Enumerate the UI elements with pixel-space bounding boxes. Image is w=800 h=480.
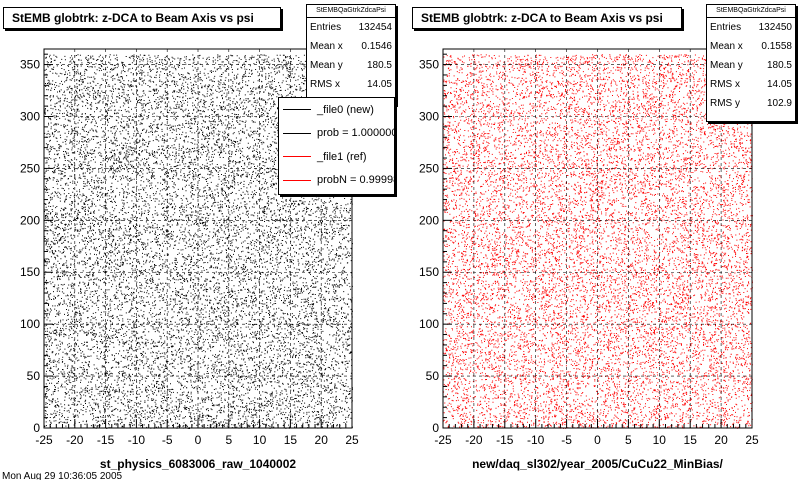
left-stats-row: Mean x 0.1546 <box>307 37 395 56</box>
stats-value: 14.05 <box>766 79 792 90</box>
right-y-tick-label: 150 <box>419 265 439 279</box>
right-x-axis-title: new/daq_sl302/year_2005/CuCu22_MinBias/ <box>472 457 723 471</box>
right-stats-row: RMS y 102.9 <box>707 94 795 113</box>
stats-label: RMS x <box>710 79 740 90</box>
right-x-tick-label: 15 <box>684 433 698 447</box>
right-plot: -25 -20 -15 -10 -5 0 5 10 15 20 250501001502002503… <box>419 48 759 471</box>
legend-entry: _file1 (ref) <box>279 145 394 169</box>
right-x-tick-label: -20 <box>465 433 483 447</box>
stats-label: RMS x <box>310 79 340 90</box>
footer-timestamp: Mon Aug 29 10:36:05 2005 <box>2 471 123 480</box>
left-stats-name: StEMBQaGtrkZdcaPsi <box>307 5 395 18</box>
stats-value: 14.05 <box>366 79 392 90</box>
left-stats-row: Mean y 180.5 <box>307 56 395 75</box>
right-chart-title: StEMB globtrk: z-DCA to Beam Axis vs psi <box>412 7 682 29</box>
left-x-tick-label: -10 <box>128 433 146 447</box>
left-stats-row: Entries 132454 <box>307 18 395 37</box>
left-y-tick-label: 250 <box>20 161 40 175</box>
right-x-tick-label: 10 <box>653 433 667 447</box>
left-x-tick-label: -25 <box>35 433 53 447</box>
left-x-tick-label: -15 <box>97 433 115 447</box>
left-x-tick-label: 10 <box>253 433 267 447</box>
left-y-tick-label: 150 <box>20 265 40 279</box>
right-y-tick-label: 200 <box>419 213 439 227</box>
left-scatter-points <box>44 54 353 429</box>
left-legend: _file0 (new) prob = 1.000000 _file1 (ref) p… <box>278 97 395 195</box>
left-x-axis-title: st_physics_6083006_raw_1040002 <box>100 457 296 471</box>
left-y-tick-label: 0 <box>33 421 40 435</box>
right-y-tick-label: 50 <box>426 369 440 383</box>
right-y-tick-label: 300 <box>419 109 439 123</box>
right-x-tick-label: 0 <box>594 433 601 447</box>
left-y-tick-label: 50 <box>27 369 41 383</box>
right-stats-row: Entries 132450 <box>707 18 795 37</box>
legend-line-marker <box>283 156 311 158</box>
legend-line-marker <box>283 179 311 181</box>
stats-value: 0.1546 <box>361 41 392 52</box>
left-x-tick-label: 15 <box>284 433 298 447</box>
right-y-tick-label: 350 <box>419 58 439 72</box>
right-stats-row: RMS x 14.05 <box>707 75 795 94</box>
legend-label: probN = 0.999989 <box>317 174 394 187</box>
left-y-tick-label: 100 <box>20 317 40 331</box>
left-chart-title: StEMB globtrk: z-DCA to Beam Axis vs psi <box>3 7 281 29</box>
legend-line-marker <box>283 132 311 134</box>
right-scatter-points <box>443 54 753 429</box>
right-stats-box: StEMBQaGtrkZdcaPsi Entries 132450 Mean x 0.… <box>706 4 796 122</box>
legend-label: _file0 (new) <box>317 103 374 116</box>
stats-label: Mean x <box>710 41 743 52</box>
left-y-tick-label: 350 <box>20 58 40 72</box>
stats-label: RMS y <box>710 98 740 109</box>
left-x-tick-label: -20 <box>66 433 84 447</box>
stats-value: 180.5 <box>366 60 392 71</box>
left-x-tick-label: 25 <box>345 433 359 447</box>
legend-entry: _file0 (new) <box>279 98 394 122</box>
legend-line-marker <box>283 109 311 111</box>
stats-label: Mean y <box>710 60 743 71</box>
right-stats-name: StEMBQaGtrkZdcaPsi <box>707 5 795 18</box>
right-x-tick-label: 20 <box>714 433 728 447</box>
legend-label: prob = 1.000000 <box>317 127 395 140</box>
legend-entry: probN = 0.999989 <box>279 169 394 193</box>
stats-label: Mean x <box>310 41 343 52</box>
right-x-tick-label: 25 <box>745 433 759 447</box>
stats-value: 180.5 <box>766 60 792 71</box>
left-y-tick-label: 300 <box>20 109 40 123</box>
left-x-tick-label: -5 <box>162 433 173 447</box>
left-y-tick-label: 200 <box>20 213 40 227</box>
stats-value: 0.1558 <box>761 41 792 52</box>
right-stats-row: Mean y 180.5 <box>707 56 795 75</box>
right-y-tick-label: 100 <box>419 317 439 331</box>
left-stats-row: RMS x 14.05 <box>307 75 395 94</box>
stats-label: Entries <box>710 22 742 33</box>
stats-label: Entries <box>310 22 342 33</box>
left-x-tick-label: 0 <box>195 433 202 447</box>
left-stats-box: StEMBQaGtrkZdcaPsi Entries 132454 Mean x 0.… <box>306 4 396 105</box>
right-stats-row: Mean x 0.1558 <box>707 37 795 56</box>
legend-label: _file1 (ref) <box>317 150 367 163</box>
right-x-tick-label: -25 <box>434 433 452 447</box>
right-x-tick-label: -10 <box>527 433 545 447</box>
right-x-tick-label: 5 <box>625 433 632 447</box>
right-y-tick-label: 0 <box>432 421 439 435</box>
right-x-tick-label: -5 <box>561 433 572 447</box>
left-plot: -25 -20 -15 -10 -5 0 5 10 15 20 250501001502002503… <box>20 48 359 471</box>
right-x-tick-label: -15 <box>496 433 514 447</box>
left-x-tick-label: 20 <box>315 433 329 447</box>
left-x-tick-label: 5 <box>225 433 232 447</box>
stats-value: 132450 <box>758 22 792 33</box>
stats-value: 102.9 <box>766 98 792 109</box>
legend-entry: prob = 1.000000 <box>279 122 394 146</box>
right-y-tick-label: 250 <box>419 161 439 175</box>
stats-value: 132454 <box>358 22 392 33</box>
stats-label: Mean y <box>310 60 343 71</box>
